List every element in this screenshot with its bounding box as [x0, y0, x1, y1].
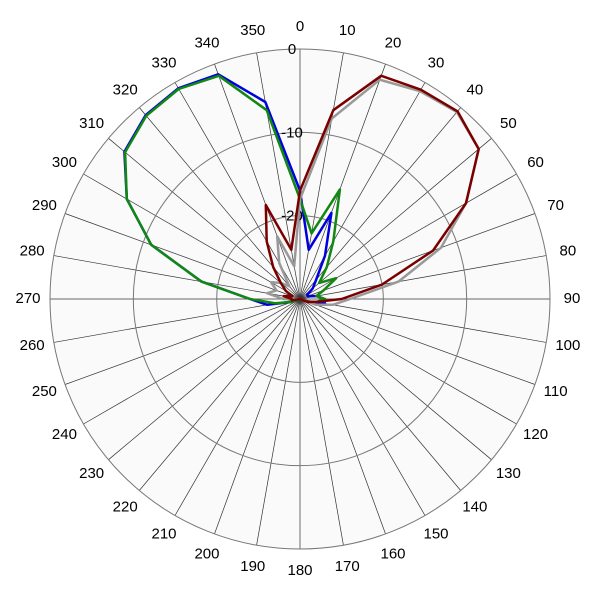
spoke [64, 298, 301, 385]
angle-label: 250 [32, 383, 57, 400]
angle-label: 50 [500, 115, 517, 132]
angle-label: 260 [20, 337, 45, 354]
angle-label: 100 [555, 337, 580, 354]
spoke [139, 298, 301, 491]
angle-label: 310 [79, 115, 104, 132]
angle-label: 160 [381, 546, 406, 563]
ring [216, 215, 384, 383]
angle-label: 300 [52, 154, 77, 171]
spoke [83, 173, 301, 300]
angle-label: 10 [339, 22, 356, 39]
angle-label: 170 [335, 558, 360, 575]
angle-label: 220 [113, 498, 138, 515]
angle-label: 340 [194, 34, 219, 51]
angle-label: 330 [151, 54, 176, 71]
spoke [256, 52, 301, 300]
ring [49, 48, 551, 550]
angle-label: 70 [547, 197, 564, 214]
spoke [53, 298, 301, 343]
angle-label: 0 [296, 18, 304, 35]
angle-label: 80 [560, 243, 577, 260]
spoke [299, 298, 386, 535]
r-tick-label: 0 [288, 41, 296, 58]
spoke [299, 298, 517, 425]
spoke [299, 255, 547, 300]
angle-label: 210 [151, 526, 176, 543]
spoke [299, 138, 492, 300]
spoke [299, 298, 536, 385]
series-line [264, 74, 480, 304]
spoke [53, 255, 301, 300]
spoke [299, 63, 386, 300]
angle-label: 120 [523, 426, 548, 443]
spoke [299, 82, 426, 300]
spoke [299, 298, 461, 491]
angle-label: 350 [240, 22, 265, 39]
spoke [299, 298, 547, 343]
angle-label: 290 [32, 197, 57, 214]
spoke [174, 298, 301, 516]
angle-label: 140 [462, 498, 487, 515]
angle-label: 180 [287, 562, 312, 579]
spoke [299, 298, 344, 546]
spoke [108, 138, 301, 300]
angle-label: 40 [466, 82, 483, 99]
spoke [108, 298, 301, 460]
spoke [256, 298, 301, 546]
spoke [299, 298, 426, 516]
spoke [83, 298, 301, 425]
angle-label: 280 [20, 243, 45, 260]
angle-label: 150 [423, 526, 448, 543]
angle-label: 130 [496, 465, 521, 482]
angle-label: 240 [52, 426, 77, 443]
r-tick-label: -10 [281, 124, 303, 141]
spoke [299, 52, 344, 300]
spoke [64, 213, 301, 300]
angle-label: 110 [544, 383, 568, 400]
angle-label: 30 [428, 54, 445, 71]
angle-label: 230 [79, 465, 104, 482]
spoke [214, 63, 301, 300]
ring [132, 131, 468, 467]
spoke [214, 298, 301, 535]
angle-label: 270 [15, 290, 40, 307]
angle-label: 200 [194, 546, 219, 563]
angle-label: 90 [564, 290, 581, 307]
angle-label: 20 [385, 34, 402, 51]
spoke [299, 298, 492, 460]
spoke [299, 213, 536, 300]
angle-label: 320 [113, 82, 138, 99]
angle-label: 60 [527, 154, 544, 171]
angle-label: 190 [240, 558, 265, 575]
